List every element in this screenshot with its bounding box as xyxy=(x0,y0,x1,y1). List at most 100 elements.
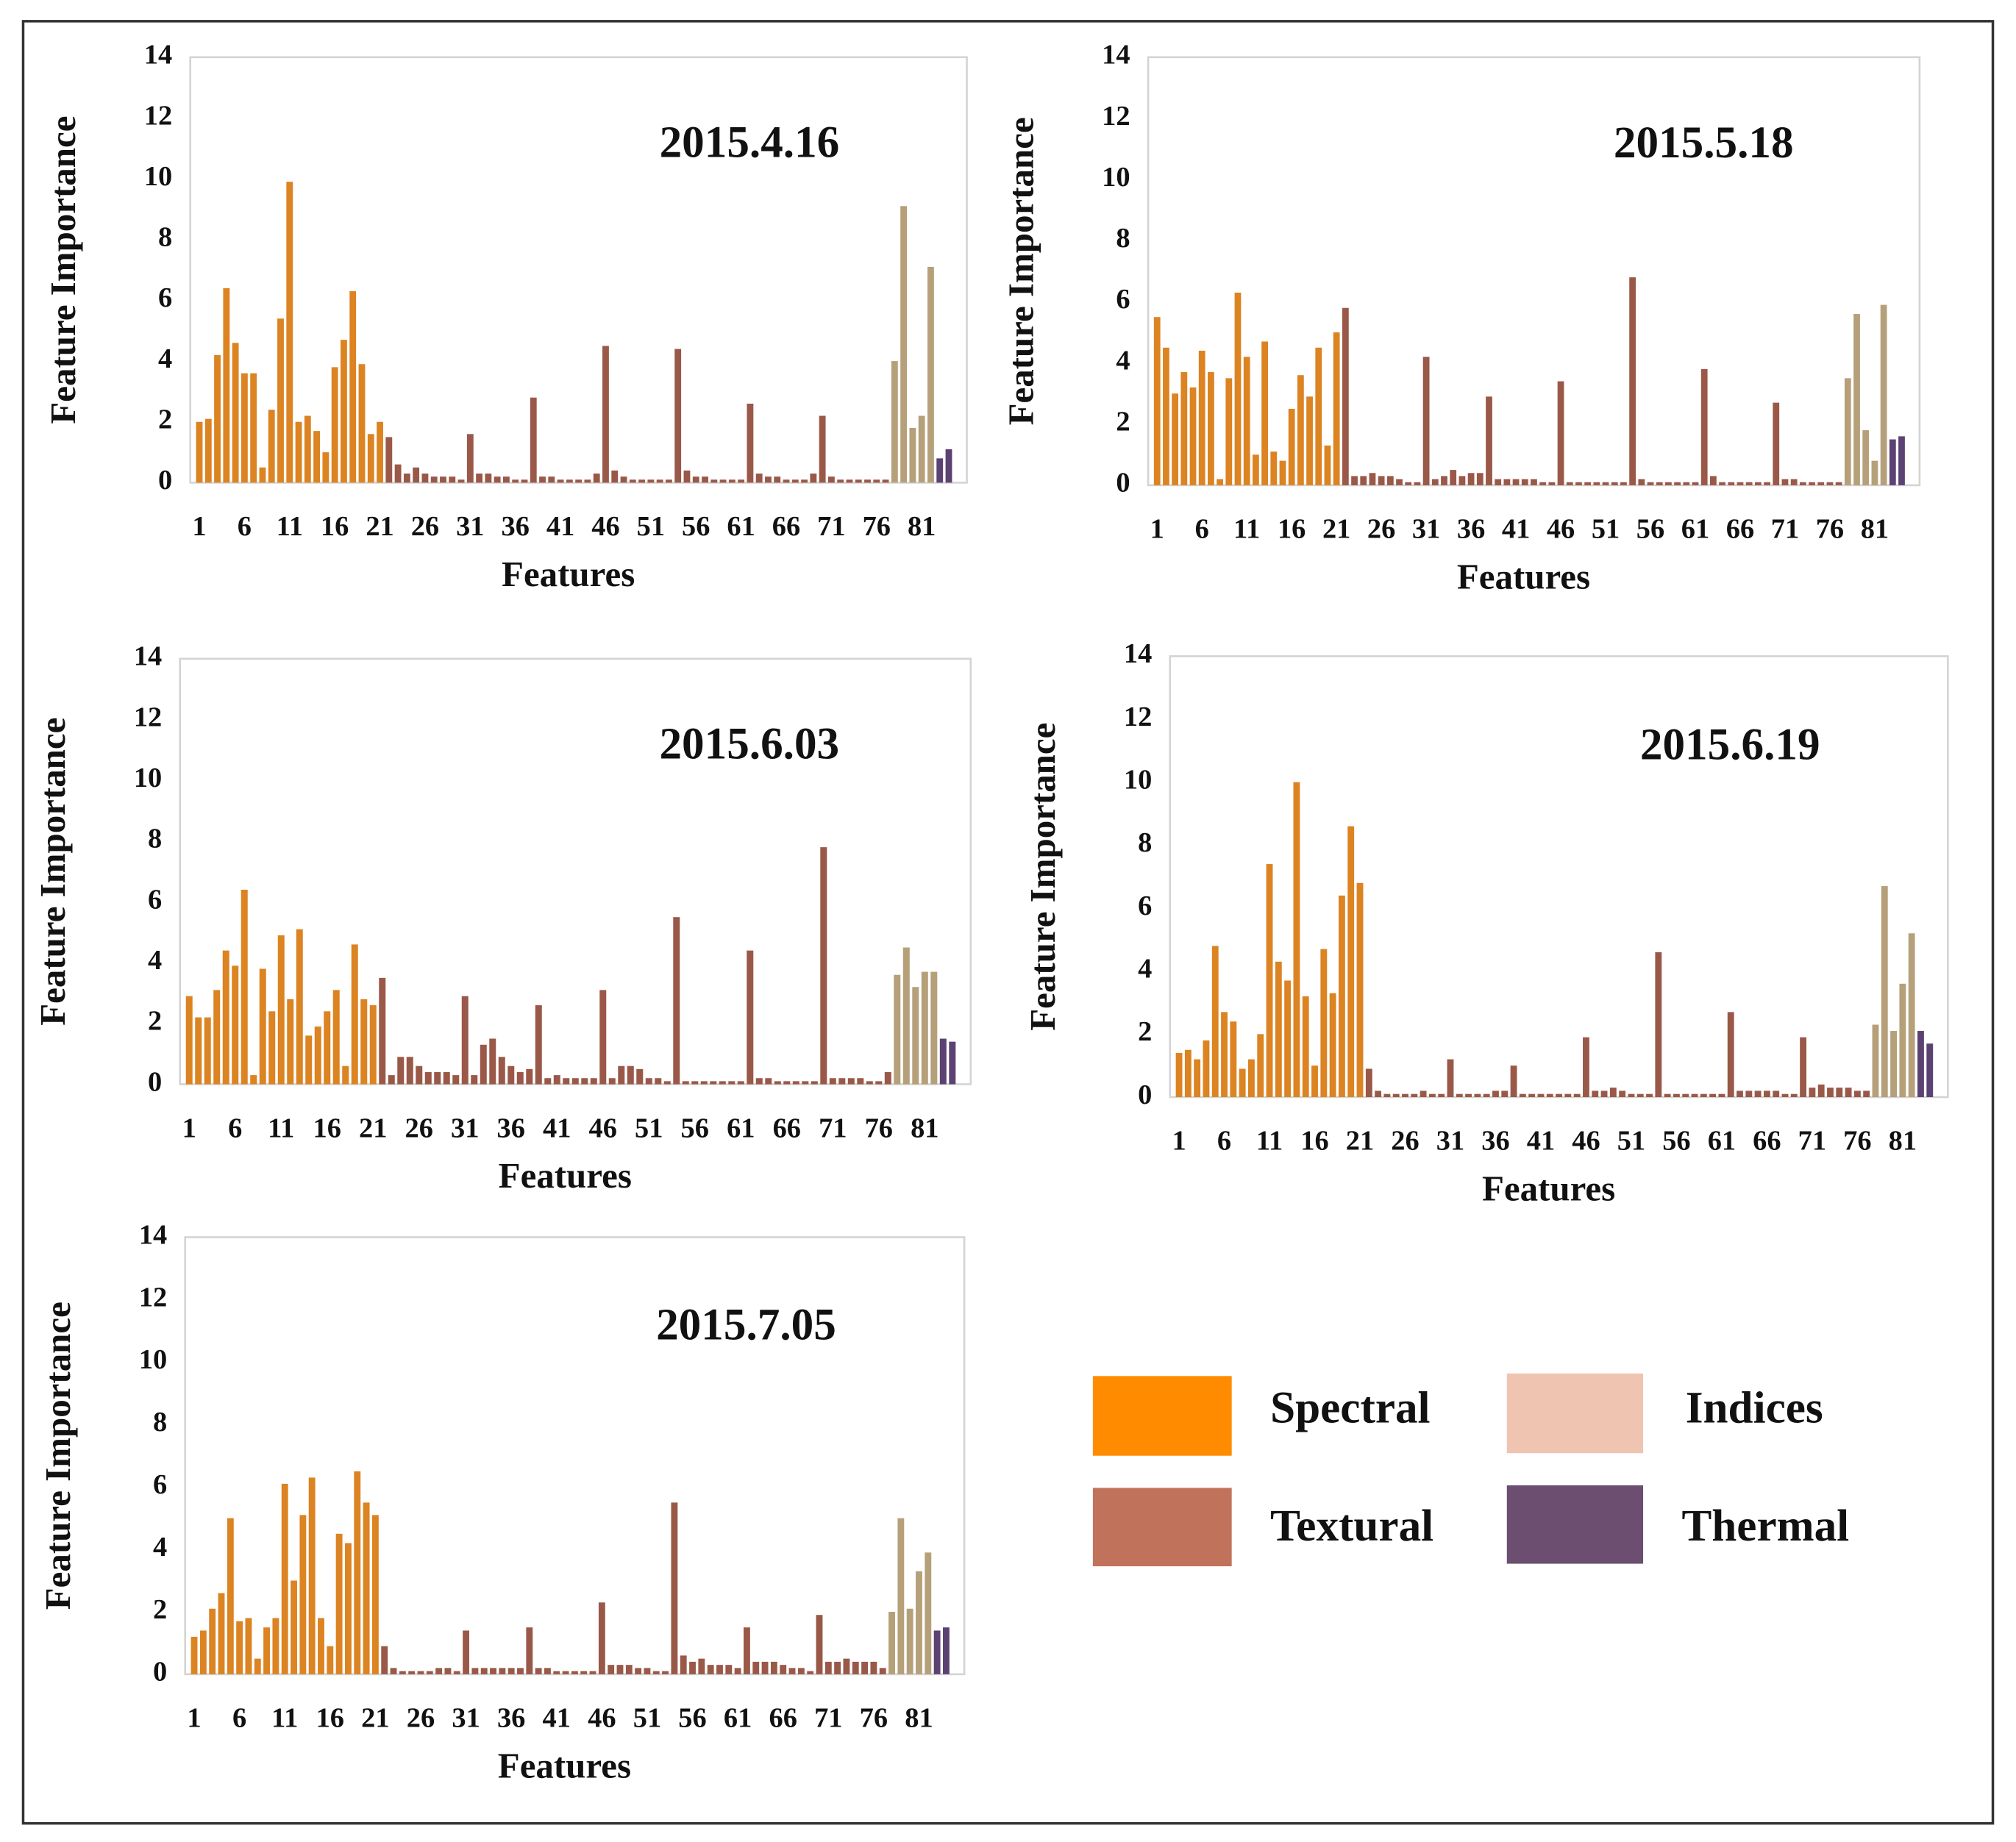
bar xyxy=(816,1615,823,1674)
bar xyxy=(783,479,790,483)
bar xyxy=(371,1515,379,1674)
bar xyxy=(682,1081,689,1085)
bar xyxy=(539,476,546,483)
bar xyxy=(1727,1012,1734,1097)
bar xyxy=(1342,307,1349,485)
bar xyxy=(1248,1059,1255,1097)
y-tick-label: 14 xyxy=(139,1219,167,1250)
bar xyxy=(873,479,880,483)
bar xyxy=(1163,347,1169,485)
bar xyxy=(864,479,871,483)
bar xyxy=(1682,1093,1689,1097)
y-axis-label: Feature Importance xyxy=(1022,723,1063,1031)
bar xyxy=(1356,882,1364,1097)
bar xyxy=(702,476,708,483)
bar xyxy=(1441,476,1447,485)
bar xyxy=(1329,993,1336,1097)
bar xyxy=(1692,482,1699,485)
bar xyxy=(250,1075,257,1085)
x-tick-label: 46 xyxy=(1572,1126,1600,1157)
bar xyxy=(195,1017,202,1085)
bar xyxy=(480,1668,488,1674)
y-tick-label: 4 xyxy=(158,343,172,374)
bar xyxy=(377,421,383,483)
bar xyxy=(608,1665,615,1674)
bar xyxy=(652,1671,660,1674)
bar xyxy=(397,1057,405,1085)
x-tick-label: 46 xyxy=(1547,514,1575,545)
bar xyxy=(1365,1068,1372,1097)
bar xyxy=(819,415,826,483)
y-tick-label: 14 xyxy=(1102,40,1130,71)
bar xyxy=(611,470,619,483)
bar xyxy=(1428,1093,1436,1097)
bar xyxy=(1153,317,1161,485)
x-tick-label: 26 xyxy=(407,1703,435,1734)
x-tick-label: 76 xyxy=(863,511,891,542)
x-tick-label: 16 xyxy=(1278,514,1306,545)
bar xyxy=(1629,277,1636,485)
bar xyxy=(1718,1093,1725,1097)
bar xyxy=(426,1671,433,1674)
x-tick-label: 6 xyxy=(228,1113,242,1143)
y-tick-label: 0 xyxy=(148,1066,162,1097)
y-tick-label: 2 xyxy=(158,404,172,435)
bar xyxy=(1656,482,1663,485)
bar xyxy=(1709,476,1717,485)
bar xyxy=(755,1078,763,1085)
bar xyxy=(1537,1093,1545,1097)
bar xyxy=(1420,1090,1427,1097)
bar xyxy=(1465,1093,1472,1097)
x-tick-label: 56 xyxy=(681,1113,709,1143)
bar xyxy=(734,1668,741,1674)
bar xyxy=(1763,1090,1770,1097)
bar xyxy=(1620,482,1627,485)
bar xyxy=(674,349,682,483)
bar xyxy=(1539,482,1547,485)
bar xyxy=(331,367,338,483)
legend-swatch xyxy=(1506,1373,1644,1454)
bar xyxy=(1189,387,1197,485)
bar xyxy=(471,1668,479,1674)
bar xyxy=(1754,1090,1762,1097)
bar xyxy=(737,1081,744,1085)
bar xyxy=(1474,1093,1481,1097)
bar xyxy=(580,1671,588,1674)
bar xyxy=(369,1005,377,1085)
y-tick-label: 14 xyxy=(144,40,172,71)
bar xyxy=(416,1065,423,1085)
bar xyxy=(241,373,248,483)
legend-label: Thermal xyxy=(1681,1501,1849,1551)
x-tick-label: 51 xyxy=(1592,514,1620,545)
bar xyxy=(526,1068,533,1085)
bar xyxy=(665,479,672,483)
bar xyxy=(834,1661,841,1674)
bar xyxy=(820,847,827,1085)
bar xyxy=(245,1618,252,1674)
x-tick-label: 21 xyxy=(366,511,393,542)
bar xyxy=(498,1057,505,1085)
bar xyxy=(1266,864,1273,1097)
bar xyxy=(689,1661,696,1674)
bar xyxy=(1315,347,1322,485)
bar xyxy=(250,373,257,483)
x-tick-label: 11 xyxy=(277,511,303,542)
bar xyxy=(342,1065,349,1085)
bar xyxy=(1566,482,1573,485)
bar xyxy=(644,1668,651,1674)
y-tick-label: 12 xyxy=(139,1282,167,1313)
x-tick-label: 76 xyxy=(865,1113,893,1143)
bar xyxy=(927,266,934,483)
y-tick-label: 0 xyxy=(1138,1079,1152,1110)
bar xyxy=(1378,476,1385,485)
bar xyxy=(222,950,229,1085)
bar xyxy=(602,346,609,483)
bar xyxy=(535,1668,542,1674)
bar xyxy=(1638,479,1645,485)
bar xyxy=(480,1044,487,1085)
bar xyxy=(452,1075,460,1085)
bar xyxy=(593,474,600,483)
bar xyxy=(1253,454,1259,485)
bar xyxy=(461,996,469,1085)
